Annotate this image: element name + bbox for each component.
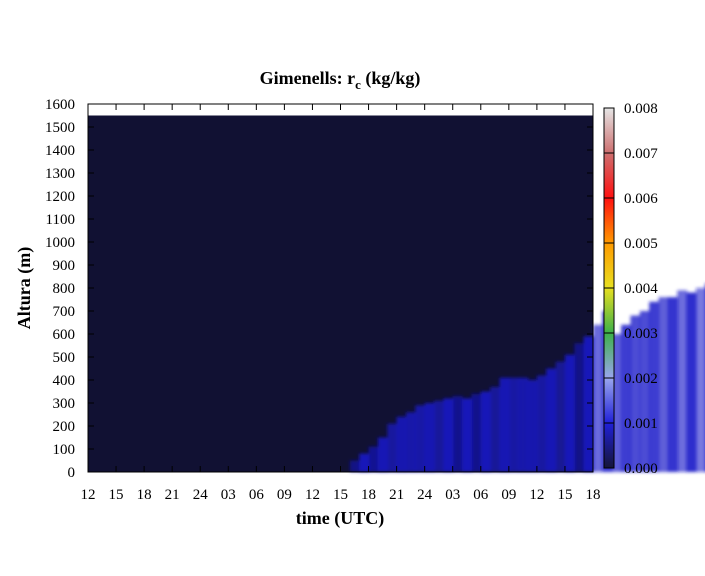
cloud-strip	[527, 380, 538, 472]
colorbar-tick-label: 0.005	[624, 236, 658, 252]
cloud-strip	[406, 412, 416, 472]
colorbar: 0.000 0.001 0.002 0.003 0.004 0.005 0.006 0.007…	[603, 101, 658, 477]
cloud-strip	[359, 453, 370, 472]
y-tick-label: 1100	[46, 212, 75, 228]
cloud-strip	[480, 391, 491, 472]
y-tick-label: 700	[53, 304, 76, 320]
cloud-strip	[546, 368, 557, 472]
cloud-strip	[508, 377, 519, 472]
x-tick-label: 03	[221, 487, 236, 503]
cloud-strip	[658, 297, 669, 472]
x-tick-label: 21	[165, 487, 180, 503]
y-tick-label: 600	[53, 327, 76, 343]
colorbar-tick-label: 0.003	[624, 326, 658, 342]
colorbar-tick-label: 0.004	[624, 281, 658, 297]
y-axis: 0 100 200 300 400 500 600 700 800 900 1000 1100 1200…	[45, 97, 593, 481]
x-tick-label: 24	[193, 487, 209, 503]
cloud-strip	[630, 315, 641, 472]
y-tick-label: 1200	[45, 189, 75, 205]
y-tick-label: 1000	[45, 235, 75, 251]
x-tick-label: 15	[109, 487, 124, 503]
x-tick-label: 09	[277, 487, 292, 503]
cloud-strip	[574, 343, 585, 472]
y-tick-label: 300	[53, 396, 76, 412]
cloud-strip	[387, 423, 398, 472]
y-tick-label: 1300	[45, 166, 75, 182]
cloud-strip	[349, 460, 360, 472]
colorbar-ticks: 0.000 0.001 0.002 0.003 0.004 0.005 0.006 0.007…	[604, 101, 658, 477]
x-tick-label: 12	[529, 487, 544, 503]
x-axis: 12 15 18 21 24 03 06 09 12 15 18 21 24 03 06 09 12 15 18	[81, 104, 601, 503]
colorbar-tick-label: 0.000	[624, 461, 658, 477]
cloud-strip	[368, 446, 379, 472]
cloud-strip	[695, 288, 705, 472]
cloud-strip	[471, 393, 482, 472]
x-tick-label: 21	[389, 487, 404, 503]
cloud-strip	[499, 377, 510, 472]
chart-title: Gimenells: rc (kg/kg)	[260, 68, 421, 92]
cloud-strip	[518, 377, 529, 472]
y-tick-label: 500	[53, 350, 76, 366]
x-tick-label: 18	[361, 487, 376, 503]
x-tick-label: 15	[333, 487, 348, 503]
cloud-strip	[621, 324, 632, 472]
y-tick-label: 400	[53, 373, 76, 389]
x-tick-label: 09	[501, 487, 516, 503]
cloud-strip	[490, 386, 501, 472]
colorbar-tick-label: 0.002	[624, 371, 658, 387]
y-tick-label: 900	[53, 258, 76, 274]
y-tick-label: 200	[53, 419, 76, 435]
chart-title-subscript: c	[355, 77, 361, 92]
x-tick-label: 15	[557, 487, 572, 503]
cloud-strip	[649, 301, 660, 472]
cloud-strip	[583, 336, 594, 472]
x-tick-label: 24	[417, 487, 433, 503]
cloud-strip	[377, 437, 388, 472]
colorbar-tick-label: 0.007	[624, 146, 658, 162]
cloud-strip	[536, 375, 547, 472]
cloud-strip	[593, 324, 603, 472]
colorbar-tick-label: 0.006	[624, 191, 658, 207]
y-tick-label: 1600	[45, 97, 75, 113]
cloud-strip	[462, 398, 473, 472]
y-tick-label: 0	[68, 465, 76, 481]
cloud-strip	[677, 290, 688, 472]
x-tick-label: 03	[445, 487, 460, 503]
cloud-strip	[396, 416, 407, 472]
cloud-strip	[415, 405, 426, 472]
cloud-water-field	[349, 288, 705, 472]
colorbar-tick-label: 0.001	[624, 416, 658, 432]
x-tick-label: 12	[305, 487, 320, 503]
colorbar-tick-label: 0.008	[624, 101, 658, 117]
cloud-strip	[639, 311, 650, 472]
x-axis-label: time (UTC)	[296, 508, 384, 529]
cloud-strip	[424, 403, 435, 472]
cloud-strip	[443, 398, 454, 472]
y-tick-label: 1500	[45, 120, 75, 136]
cloud-strip	[452, 396, 463, 472]
cloud-strip	[434, 400, 444, 472]
cloud-strip	[564, 354, 575, 472]
x-tick-label: 06	[249, 487, 265, 503]
y-tick-label: 800	[53, 281, 76, 297]
cloud-strip	[555, 361, 566, 472]
y-tick-label: 100	[53, 442, 76, 458]
x-tick-label: 18	[137, 487, 152, 503]
cloud-strip	[686, 292, 697, 472]
x-tick-label: 06	[473, 487, 489, 503]
cloud-strip	[611, 334, 622, 472]
y-tick-label: 1400	[45, 143, 75, 159]
x-tick-label: 18	[586, 487, 601, 503]
y-axis-label: Altura (m)	[14, 247, 35, 329]
x-tick-label: 12	[81, 487, 96, 503]
cloud-strip	[667, 297, 678, 472]
